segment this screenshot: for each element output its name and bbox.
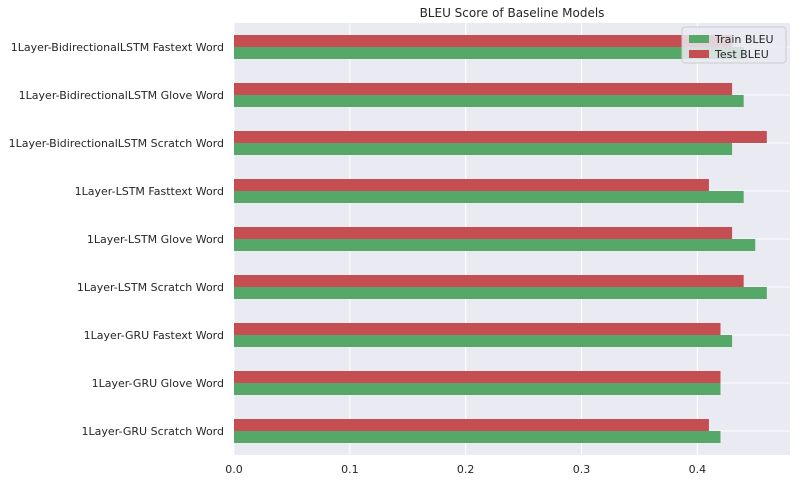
x-tick-label: 0.2	[457, 463, 475, 476]
bar-test-bleu	[234, 419, 709, 431]
y-tick-label: 1Layer-BidirectionalLSTM Glove Word	[19, 89, 224, 102]
x-tick-label: 0.4	[689, 463, 707, 476]
chart-title: BLEU Score of Baseline Models	[420, 6, 605, 20]
y-tick-label: 1Layer-GRU Fastext Word	[84, 329, 224, 342]
bar-train-bleu	[234, 383, 721, 395]
x-tick-label: 0.1	[341, 463, 359, 476]
y-tick-label: 1Layer-LSTM Fasttext Word	[75, 185, 224, 198]
y-axis-ticks: 1Layer-BidirectionalLSTM Fastext Word 1La…	[9, 41, 224, 438]
bar-test-bleu	[234, 83, 733, 95]
bar-test-bleu	[234, 371, 721, 383]
y-tick-label: 1Layer-BidirectionalLSTM Fastext Word	[11, 41, 224, 54]
legend-swatch	[689, 35, 709, 43]
bar-test-bleu	[234, 179, 709, 191]
bar-test-bleu	[234, 227, 733, 239]
x-tick-label: 0.3	[573, 463, 591, 476]
legend-label: Test BLEU	[714, 48, 769, 61]
bar-train-bleu	[234, 191, 744, 203]
x-tick-label: 0.0	[225, 463, 243, 476]
bar-train-bleu	[234, 335, 733, 347]
bar-train-bleu	[234, 143, 733, 155]
y-tick-label: 1Layer-GRU Scratch Word	[82, 425, 224, 438]
legend: Train BLEU Test BLEU	[681, 26, 787, 64]
y-tick-label: 1Layer-BidirectionalLSTM Scratch Word	[9, 137, 224, 150]
bar-test-bleu	[234, 35, 733, 47]
y-tick-label: 1Layer-LSTM Glove Word	[87, 233, 224, 246]
bars	[234, 35, 767, 443]
x-axis-ticks: 0.0 0.1 0.2 0.3 0.4	[225, 463, 706, 476]
bar-train-bleu	[234, 239, 756, 251]
bar-train-bleu	[234, 47, 744, 59]
y-tick-label: 1Layer-GRU Glove Word	[92, 377, 224, 390]
bar-test-bleu	[234, 131, 767, 143]
bar-train-bleu	[234, 431, 721, 443]
bar-train-bleu	[234, 287, 767, 299]
bar-train-bleu	[234, 95, 744, 107]
bar-test-bleu	[234, 275, 744, 287]
y-tick-label: 1Layer-LSTM Scratch Word	[77, 281, 224, 294]
bar-test-bleu	[234, 323, 721, 335]
legend-swatch	[689, 50, 709, 58]
legend-label: Train BLEU	[714, 33, 774, 46]
